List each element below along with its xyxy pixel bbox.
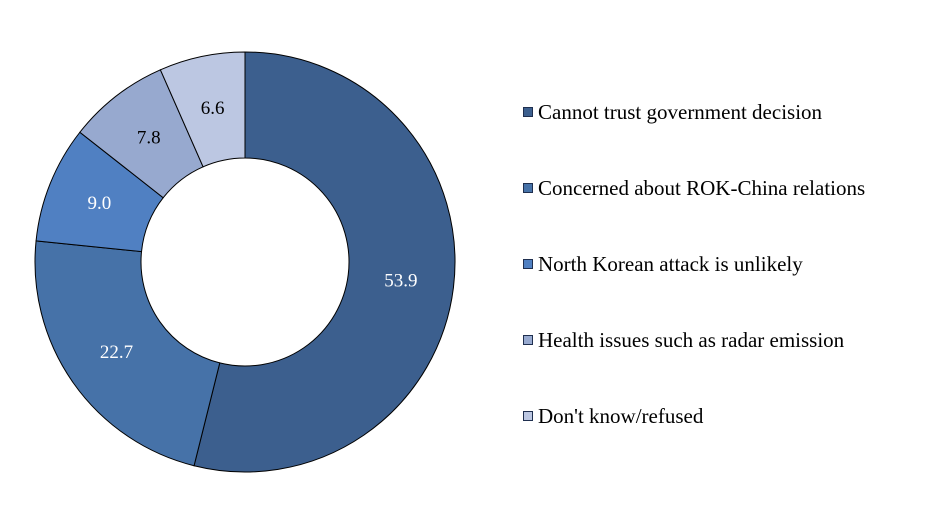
donut-slice — [34, 240, 221, 467]
legend-swatch — [523, 259, 533, 269]
slice-value-label: 22.7 — [100, 342, 133, 363]
legend-label: Cannot trust government decision — [538, 99, 823, 124]
legend-item: Cannot trust government decision — [523, 96, 865, 128]
donut-slices — [34, 51, 456, 473]
legend-swatch — [523, 411, 533, 421]
legend-item: Don't know/refused — [523, 400, 865, 432]
legend-item: North Korean attack is unlikely — [523, 248, 865, 280]
legend-swatch — [523, 335, 533, 345]
slice-labels: 53.9 22.7 9.0 7.8 6.6 — [88, 98, 418, 363]
slice-value-label: 9.0 — [88, 193, 112, 214]
donut-slice — [193, 51, 456, 473]
legend-label: Health issues such as radar emission — [538, 327, 845, 352]
chart-legend: Cannot trust government decision Concern… — [523, 96, 865, 476]
slice-value-label: 6.6 — [201, 98, 225, 119]
legend-item: Health issues such as radar emission — [523, 324, 865, 356]
legend-label: Concerned about ROK-China relations — [538, 175, 866, 200]
donut-slice — [159, 51, 246, 168]
legend-item: Concerned about ROK-China relations — [523, 172, 865, 204]
legend-label: Don't know/refused — [538, 403, 704, 428]
slice-value-label: 53.9 — [384, 271, 417, 292]
legend-swatch — [523, 107, 533, 117]
legend-swatch — [523, 183, 533, 193]
slice-value-label: 7.8 — [137, 127, 161, 148]
legend-label: North Korean attack is unlikely — [538, 251, 803, 276]
